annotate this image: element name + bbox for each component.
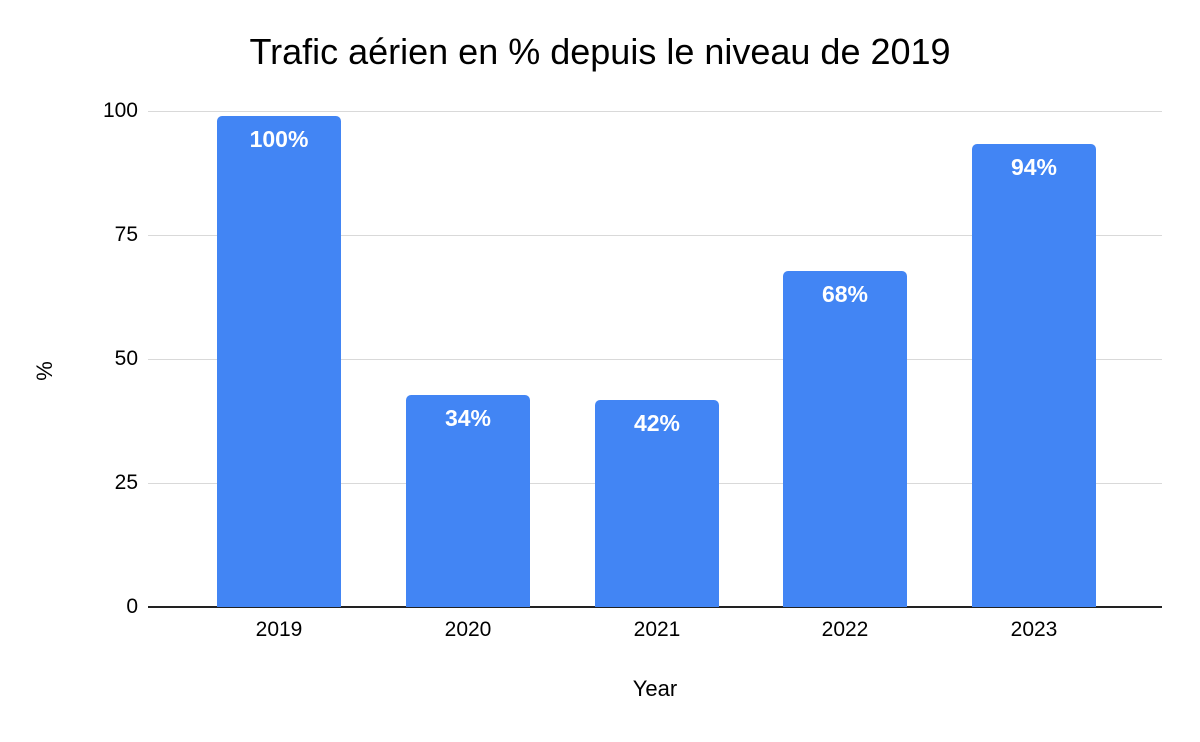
y-tick-label-25: 25 [114,471,138,494]
plot-area: 100% 34% 42% 68% 94% [148,111,1162,608]
bar-2019: 100% [217,116,341,607]
bar-value-label-2019: 100% [249,126,309,152]
bar-value-label-2021: 42% [633,410,681,436]
x-axis-baseline [148,606,1162,608]
x-tick-label-2021: 2021 [633,618,681,641]
x-tick-label-2023: 2023 [1010,618,1058,641]
x-axis-title: Year [632,676,678,701]
y-tick-label-75: 75 [114,223,138,246]
chart-title: Trafic aérien en % depuis le niveau de 2… [249,31,951,72]
bar-value-label-2022: 68% [821,281,869,307]
bar-2022: 68% [783,271,907,607]
x-tick-label-2019: 2019 [255,618,303,641]
x-tick-label-2020: 2020 [444,618,492,641]
gridline-y100 [148,111,1162,112]
y-tick-label-50: 50 [114,347,138,370]
bar-2020: 34% [406,395,530,607]
bar-value-label-2023: 94% [1010,154,1058,180]
gridline-y75 [148,235,1162,236]
y-tick-label-100: 100 [102,99,138,122]
y-tick-label-0: 0 [126,595,138,618]
x-tick-label-2022: 2022 [821,618,869,641]
gridline-y50 [148,359,1162,360]
bar-2021: 42% [595,400,719,607]
y-axis-title: % [32,361,57,381]
bar-2023: 94% [972,144,1096,607]
bar-value-label-2020: 34% [444,405,492,431]
